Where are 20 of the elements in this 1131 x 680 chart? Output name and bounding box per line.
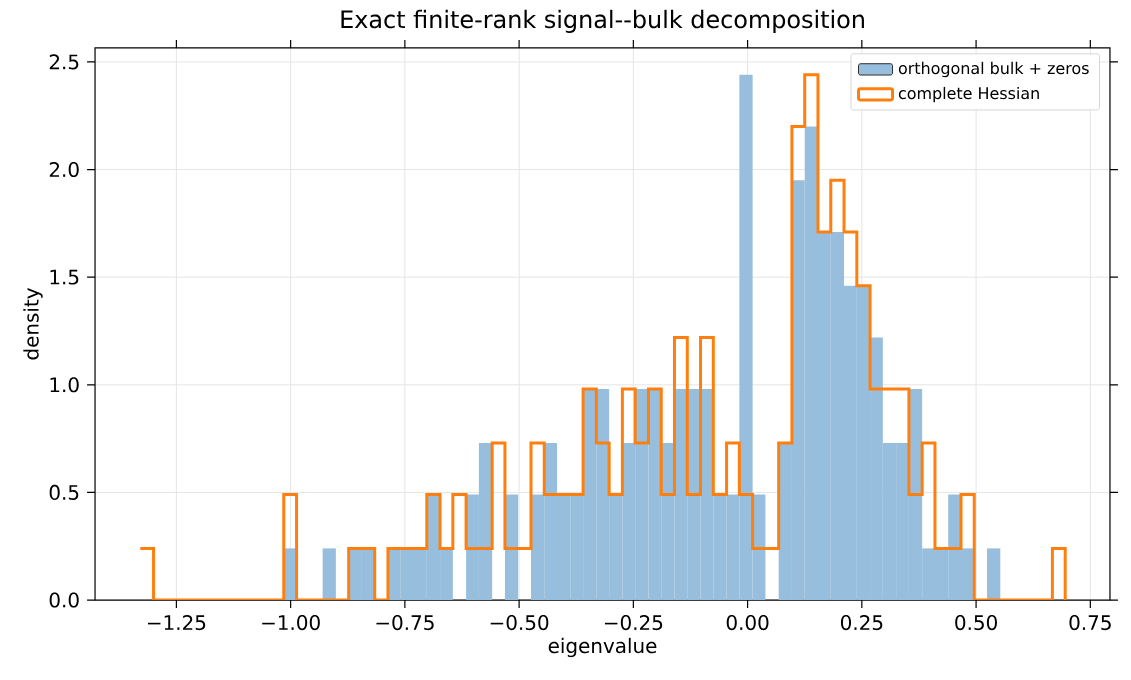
x-tick-label: −0.75: [376, 615, 434, 631]
legend-label: orthogonal bulk + zeros: [898, 61, 1089, 78]
x-tick-label: −0.25: [604, 615, 663, 631]
x-tick-label: −0.50: [490, 615, 549, 631]
chart-title: Exact finite-rank signal--bulk decomposition: [341, 9, 864, 33]
x-axis-title: eigenvalue: [548, 637, 657, 658]
legend-label: complete Hessian: [898, 86, 1039, 103]
x-tick-label: −1.00: [262, 615, 320, 631]
y-tick-label: 0.0: [49, 592, 79, 608]
y-tick-label: 2.5: [49, 54, 79, 70]
y-tick-label: 2.0: [49, 162, 79, 178]
y-tick-label: 1.0: [50, 377, 79, 393]
y-tick-label: 0.5: [49, 484, 79, 500]
y-axis-title: density: [23, 288, 43, 360]
x-tick-label: 0.75: [1069, 615, 1111, 631]
x-tick-label: 0.50: [955, 615, 997, 631]
y-tick-label: 1.5: [50, 269, 79, 285]
x-tick-label: 0.25: [840, 615, 883, 631]
x-tick-label: 0.00: [726, 615, 769, 631]
x-tick-label: −1.25: [147, 615, 206, 631]
